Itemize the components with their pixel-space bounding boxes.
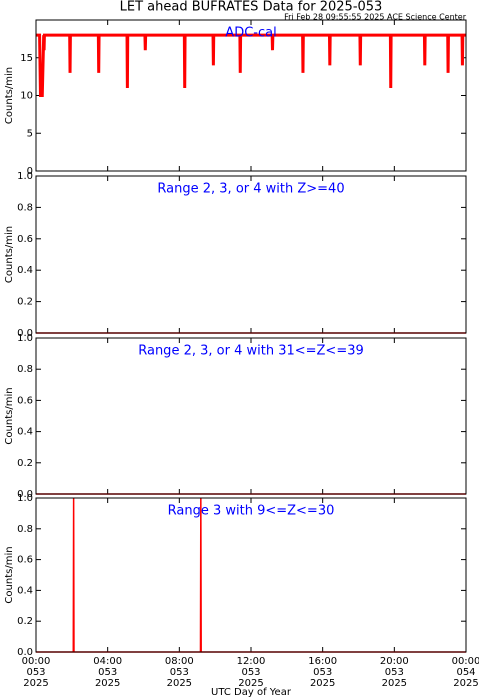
chart-title: LET ahead BUFRATES Data for 2025-053 (120, 0, 383, 15)
annotation: ADC-cal (225, 26, 276, 41)
x-tick-label: 2025 (95, 678, 120, 689)
x-tick-label: 054 (456, 667, 475, 678)
y-tick-label: 10 (20, 91, 33, 102)
x-tick-label: 16:00 (308, 656, 337, 667)
x-tick-label: 04:00 (93, 656, 122, 667)
y-tick-label: 0.6 (17, 395, 33, 406)
x-tick-label: 053 (98, 667, 117, 678)
y-tick-label: 1.0 (17, 171, 33, 182)
x-tick-label: 2025 (382, 678, 407, 689)
y-tick-label: 0.2 (17, 297, 33, 308)
y-tick-label: 1.0 (17, 493, 33, 504)
y-tick-label: 0.2 (17, 458, 33, 469)
x-tick-label: 2025 (23, 678, 48, 689)
x-tick-label: 2025 (453, 678, 478, 689)
x-tick-label: 08:00 (165, 656, 194, 667)
y-tick-label: 0 (27, 166, 33, 177)
y-tick-label: 0.0 (17, 328, 33, 339)
y-tick-label: 15 (20, 53, 33, 64)
y-tick-label: 0.8 (17, 364, 33, 375)
x-axis-label: UTC Day of Year (211, 687, 292, 698)
x-tick-label: 053 (241, 667, 260, 678)
annotation: Range 2, 3, or 4 with Z>=40 (157, 182, 344, 197)
y-tick-label: 0.8 (17, 524, 33, 535)
x-tick-label: 053 (385, 667, 404, 678)
y-tick-label: 0.0 (17, 647, 33, 658)
y-tick-label: 0.4 (17, 585, 33, 596)
data-line (36, 497, 466, 653)
x-tick-label: 2025 (167, 678, 192, 689)
y-tick-label: 0.4 (17, 265, 33, 276)
y-axis-label: Counts/min (4, 546, 15, 603)
y-tick-label: 0.0 (17, 489, 33, 500)
plot-frame (35, 497, 467, 653)
y-tick-label: 0.6 (17, 234, 33, 245)
x-tick-label: 20:00 (380, 656, 409, 667)
x-tick-label: 00:00 (22, 656, 51, 667)
y-tick-label: 1.0 (17, 333, 33, 344)
x-tick-label: 2025 (238, 678, 263, 689)
y-tick-label: 0.8 (17, 202, 33, 213)
plot-frame (35, 337, 467, 495)
x-tick-label: 2025 (310, 678, 335, 689)
y-tick-label: 0.4 (17, 427, 33, 438)
x-tick-label: 053 (170, 667, 189, 678)
y-axis-label: Counts/min (4, 226, 15, 283)
data-line (36, 33, 466, 97)
annotation: Range 3 with 9<=Z<=30 (168, 504, 335, 519)
x-tick-label: 053 (313, 667, 332, 678)
y-axis-label: Counts/min (4, 387, 15, 444)
y-axis-label: Counts/min (4, 67, 15, 124)
annotation: Range 2, 3, or 4 with 31<=Z<=39 (138, 344, 364, 359)
y-tick-label: 0.2 (17, 616, 33, 627)
plot-frame (35, 19, 467, 172)
x-tick-label: 053 (26, 667, 45, 678)
x-tick-label: 00:00 (452, 656, 479, 667)
x-tick-label: 12:00 (237, 656, 266, 667)
plot-frame (35, 175, 467, 334)
y-tick-label: 5 (27, 128, 33, 139)
y-tick-label: 0.6 (17, 555, 33, 566)
chart-subtitle: Fri Feb 28 09:55:55 2025 ACE Science Cen… (284, 13, 467, 22)
